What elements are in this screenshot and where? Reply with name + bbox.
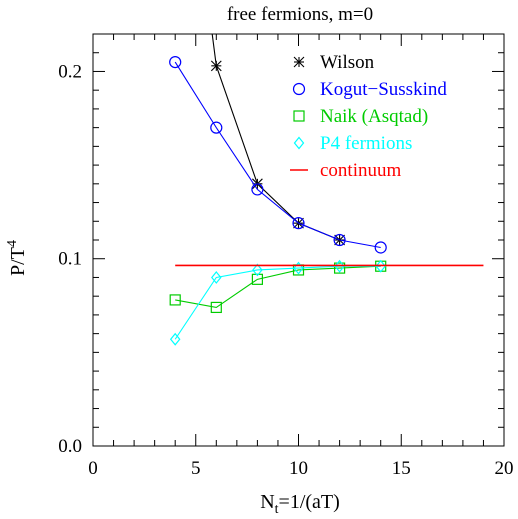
y-tick-label: 0.2 xyxy=(58,61,82,82)
data-point-kogut-susskind xyxy=(374,241,387,254)
data-point-naik-asqtad xyxy=(210,301,222,314)
series-line-kogut-susskind xyxy=(174,61,381,249)
legend-item-kogut-susskind: Kogut−Susskind xyxy=(292,79,447,100)
legend-swatch xyxy=(292,82,306,96)
legend-label: Naik (Asqtad) xyxy=(320,106,428,127)
data-point-kogut-susskind xyxy=(292,217,305,230)
legend-item-p4-fermions: P4 fermions xyxy=(293,133,412,154)
legend-label: continuum xyxy=(320,160,401,181)
legend-item-naik-asqtad: Naik (Asqtad) xyxy=(293,106,428,127)
x-tick-label: 0 xyxy=(88,458,98,479)
legend: Wilson Kogut−Susskind Naik (Asqtad) P4 ferm… xyxy=(290,52,447,181)
data-point-naik-asqtad xyxy=(169,294,181,306)
series-line-p4-fermions xyxy=(174,265,381,340)
data-point-wilson xyxy=(210,60,222,72)
data-point-kogut-susskind xyxy=(210,121,223,134)
y-axis-label: P/T4 xyxy=(5,240,29,276)
x-axis-label: Nt=1/(aT) xyxy=(260,491,340,517)
x-tick-label: 15 xyxy=(392,458,411,479)
legend-swatch xyxy=(293,136,305,150)
data-point-naik-asqtad xyxy=(334,262,346,274)
legend-swatch xyxy=(293,110,305,122)
series-kogut-susskind xyxy=(169,55,387,254)
data-point-naik-asqtad xyxy=(251,273,263,285)
y-tick-label: 0.1 xyxy=(58,249,82,270)
legend-label: Kogut−Susskind xyxy=(320,79,447,100)
data-point-p4-fermions xyxy=(211,271,222,284)
series-layer xyxy=(169,34,484,346)
data-point-p4-fermions xyxy=(375,259,386,273)
data-point-kogut-susskind xyxy=(333,233,346,247)
legend-swatch xyxy=(293,56,305,68)
legend-item-wilson: Wilson xyxy=(293,52,375,73)
x-tick-labels: 0 5 10 15 20 xyxy=(88,458,513,479)
data-point-p4-fermions xyxy=(169,332,181,346)
x-tick-label: 5 xyxy=(191,458,201,479)
data-point-p4-fermions xyxy=(252,263,263,277)
x-tick-label: 20 xyxy=(495,458,514,479)
axis-ticks xyxy=(92,33,505,447)
legend-item-continuum: continuum xyxy=(290,160,401,181)
data-point-p4-fermions xyxy=(334,259,345,273)
chart-title: free fermions, m=0 xyxy=(227,4,373,25)
x-tick-label: 10 xyxy=(289,458,308,479)
data-point-kogut-susskind xyxy=(169,55,182,69)
legend-label: Wilson xyxy=(320,52,375,73)
legend-label: P4 fermions xyxy=(320,133,412,154)
series-p4-fermions xyxy=(169,259,386,346)
series-line-naik-asqtad xyxy=(175,265,381,308)
y-tick-labels: 0.0 0.1 0.2 xyxy=(58,61,82,457)
y-tick-label: 0.0 xyxy=(58,436,82,457)
data-point-kogut-susskind xyxy=(251,183,264,196)
